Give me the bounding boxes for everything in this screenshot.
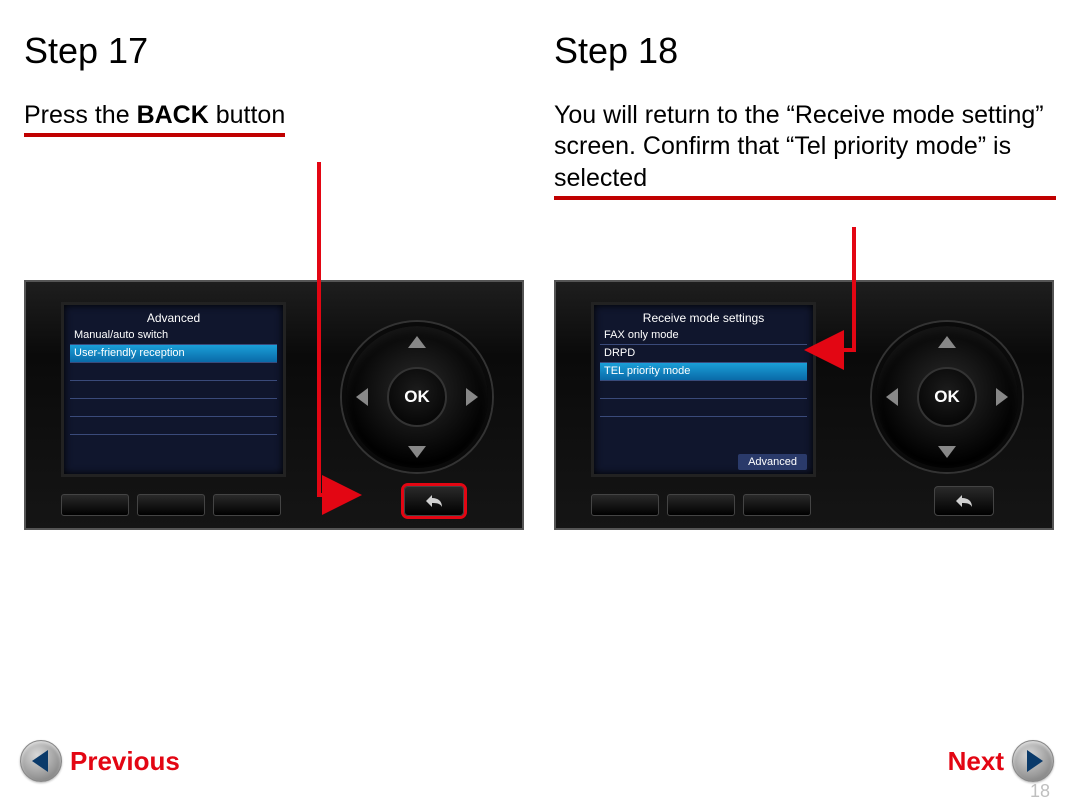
- prev-icon: [20, 740, 62, 782]
- step-17-instruction: Press the BACK button: [24, 100, 285, 137]
- soft-button[interactable]: [213, 494, 281, 516]
- step-18-column: Step 18 You will return to the “Receive …: [554, 30, 1056, 530]
- soft-button[interactable]: [667, 494, 735, 516]
- back-icon: [952, 492, 976, 510]
- step-17-heading: Step 17: [24, 30, 526, 72]
- lcd-row: Manual/auto switch: [70, 327, 277, 345]
- dpad: OK: [872, 322, 1022, 472]
- lcd-row: [70, 399, 277, 417]
- dpad-up[interactable]: [408, 336, 426, 348]
- dpad-down[interactable]: [408, 446, 426, 458]
- step-17-column: Step 17 Press the BACK button Advanced M…: [24, 30, 526, 530]
- ok-button[interactable]: OK: [917, 367, 977, 427]
- dpad-down[interactable]: [938, 446, 956, 458]
- dpad-right[interactable]: [466, 388, 478, 406]
- lcd-row: DRPD: [600, 345, 807, 363]
- lcd-screen-right: Receive mode settings FAX only modeDRPDT…: [591, 302, 816, 477]
- page-number: 18: [1030, 781, 1050, 802]
- printer-panel-right: Receive mode settings FAX only modeDRPDT…: [554, 280, 1054, 530]
- dpad-left[interactable]: [886, 388, 898, 406]
- printer-panel-left: Advanced Manual/auto switchUser-friendly…: [24, 280, 524, 530]
- dpad: OK: [342, 322, 492, 472]
- dpad-left[interactable]: [356, 388, 368, 406]
- soft-buttons-right: [591, 494, 811, 516]
- next-icon: [1012, 740, 1054, 782]
- prev-group[interactable]: Previous: [20, 740, 180, 782]
- lcd-row: [70, 363, 277, 381]
- soft-button[interactable]: [61, 494, 129, 516]
- step-18-heading: Step 18: [554, 30, 1056, 72]
- back-icon: [422, 492, 446, 510]
- ok-button[interactable]: OK: [387, 367, 447, 427]
- lcd-screen-left: Advanced Manual/auto switchUser-friendly…: [61, 302, 286, 477]
- next-group[interactable]: Next: [948, 740, 1054, 782]
- lcd-title-right: Receive mode settings: [600, 309, 807, 327]
- lcd-row: [600, 381, 807, 399]
- lcd-row: [70, 381, 277, 399]
- lcd-row: [70, 417, 277, 435]
- page-nav: Previous Next: [20, 740, 1054, 782]
- soft-button[interactable]: [137, 494, 205, 516]
- lcd-row: FAX only mode: [600, 327, 807, 345]
- dpad-up[interactable]: [938, 336, 956, 348]
- soft-buttons-left: [61, 494, 281, 516]
- soft-button[interactable]: [591, 494, 659, 516]
- lcd-row: [600, 399, 807, 417]
- lcd-row: User-friendly reception: [70, 345, 277, 363]
- back-button-right[interactable]: [934, 486, 994, 516]
- step-18-instruction: You will return to the “Receive mode set…: [554, 100, 1056, 200]
- next-label: Next: [948, 746, 1004, 777]
- lcd-row: TEL priority mode: [600, 363, 807, 381]
- soft-button[interactable]: [743, 494, 811, 516]
- prev-label: Previous: [70, 746, 180, 777]
- back-button-left[interactable]: [404, 486, 464, 516]
- lcd-softkey-right: Advanced: [738, 454, 807, 470]
- lcd-title-left: Advanced: [70, 309, 277, 327]
- dpad-right[interactable]: [996, 388, 1008, 406]
